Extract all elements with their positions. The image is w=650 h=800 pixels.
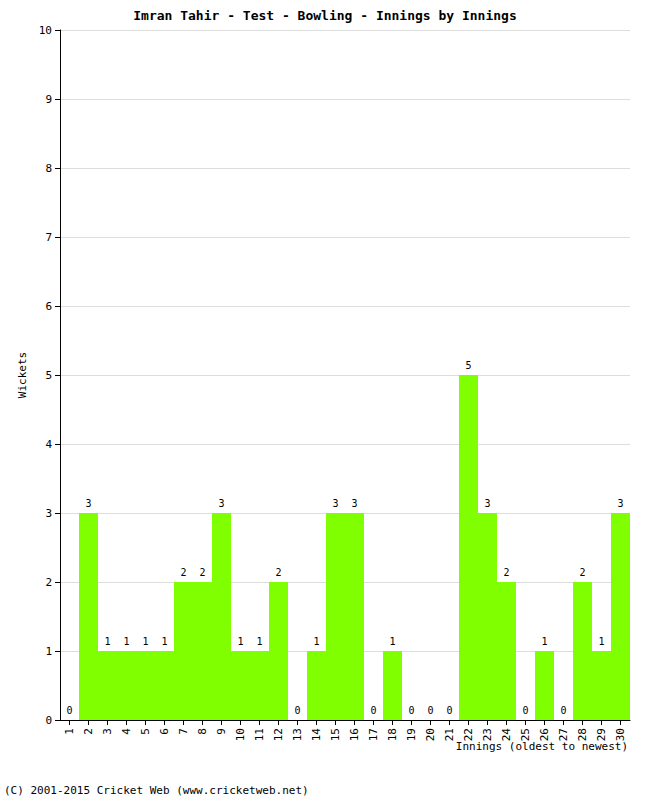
svg-text:8: 8 bbox=[196, 728, 209, 735]
svg-text:10: 10 bbox=[39, 24, 52, 37]
svg-text:12: 12 bbox=[272, 728, 285, 741]
svg-text:27: 27 bbox=[557, 728, 570, 741]
svg-text:3: 3 bbox=[351, 498, 357, 509]
svg-text:25: 25 bbox=[519, 728, 532, 741]
svg-text:1: 1 bbox=[541, 636, 547, 647]
svg-text:16: 16 bbox=[348, 728, 361, 741]
svg-text:2: 2 bbox=[275, 567, 281, 578]
svg-text:0: 0 bbox=[66, 705, 72, 716]
svg-text:1: 1 bbox=[142, 636, 148, 647]
svg-text:Imran Tahir - Test - Bowling -: Imran Tahir - Test - Bowling - Innings b… bbox=[133, 8, 517, 23]
svg-text:0: 0 bbox=[522, 705, 528, 716]
svg-text:0: 0 bbox=[294, 705, 300, 716]
svg-text:6: 6 bbox=[158, 728, 171, 735]
svg-text:1: 1 bbox=[389, 636, 395, 647]
svg-text:4: 4 bbox=[120, 728, 133, 735]
svg-text:26: 26 bbox=[538, 728, 551, 741]
svg-text:4: 4 bbox=[45, 438, 52, 451]
svg-text:2: 2 bbox=[180, 567, 186, 578]
svg-text:(C) 2001-2015 Cricket Web (www: (C) 2001-2015 Cricket Web (www.cricketwe… bbox=[4, 784, 309, 797]
svg-text:0: 0 bbox=[427, 705, 433, 716]
svg-text:8: 8 bbox=[45, 162, 52, 175]
svg-text:3: 3 bbox=[484, 498, 490, 509]
svg-text:5: 5 bbox=[465, 360, 471, 371]
svg-text:0: 0 bbox=[560, 705, 566, 716]
svg-text:17: 17 bbox=[367, 728, 380, 741]
svg-text:11: 11 bbox=[253, 728, 266, 741]
svg-text:1: 1 bbox=[45, 645, 52, 658]
svg-text:5: 5 bbox=[45, 369, 52, 382]
svg-text:10: 10 bbox=[234, 728, 247, 741]
svg-text:20: 20 bbox=[424, 728, 437, 741]
svg-text:19: 19 bbox=[405, 728, 418, 741]
svg-text:29: 29 bbox=[595, 728, 608, 741]
svg-text:0: 0 bbox=[45, 714, 52, 727]
svg-text:1: 1 bbox=[313, 636, 319, 647]
svg-text:0: 0 bbox=[408, 705, 414, 716]
svg-text:14: 14 bbox=[310, 728, 323, 742]
svg-text:1: 1 bbox=[598, 636, 604, 647]
svg-text:30: 30 bbox=[614, 728, 627, 741]
svg-text:7: 7 bbox=[177, 728, 190, 735]
svg-text:1: 1 bbox=[161, 636, 167, 647]
svg-text:3: 3 bbox=[218, 498, 224, 509]
svg-text:Wickets: Wickets bbox=[16, 352, 29, 398]
svg-text:Innings (oldest to newest): Innings (oldest to newest) bbox=[455, 740, 628, 753]
svg-text:15: 15 bbox=[329, 728, 342, 741]
svg-text:3: 3 bbox=[85, 498, 91, 509]
svg-text:0: 0 bbox=[370, 705, 376, 716]
svg-text:21: 21 bbox=[443, 728, 456, 741]
svg-text:13: 13 bbox=[291, 728, 304, 741]
svg-text:1: 1 bbox=[123, 636, 129, 647]
svg-text:1: 1 bbox=[63, 728, 76, 735]
svg-text:23: 23 bbox=[481, 728, 494, 741]
svg-text:22: 22 bbox=[462, 728, 475, 741]
svg-text:3: 3 bbox=[332, 498, 338, 509]
svg-text:1: 1 bbox=[237, 636, 243, 647]
svg-text:2: 2 bbox=[503, 567, 509, 578]
svg-text:28: 28 bbox=[576, 728, 589, 741]
svg-text:5: 5 bbox=[139, 728, 152, 735]
svg-text:7: 7 bbox=[45, 231, 52, 244]
svg-text:2: 2 bbox=[45, 576, 52, 589]
svg-text:1: 1 bbox=[256, 636, 262, 647]
svg-text:3: 3 bbox=[101, 728, 114, 735]
svg-text:3: 3 bbox=[45, 507, 52, 520]
svg-text:9: 9 bbox=[215, 728, 228, 735]
svg-text:18: 18 bbox=[386, 728, 399, 741]
svg-text:2: 2 bbox=[199, 567, 205, 578]
svg-text:2: 2 bbox=[82, 728, 95, 735]
svg-text:9: 9 bbox=[45, 93, 52, 106]
svg-text:3: 3 bbox=[617, 498, 623, 509]
svg-text:2: 2 bbox=[579, 567, 585, 578]
svg-text:1: 1 bbox=[104, 636, 110, 647]
svg-text:0: 0 bbox=[446, 705, 452, 716]
svg-text:24: 24 bbox=[500, 728, 513, 742]
svg-text:6: 6 bbox=[45, 300, 52, 313]
